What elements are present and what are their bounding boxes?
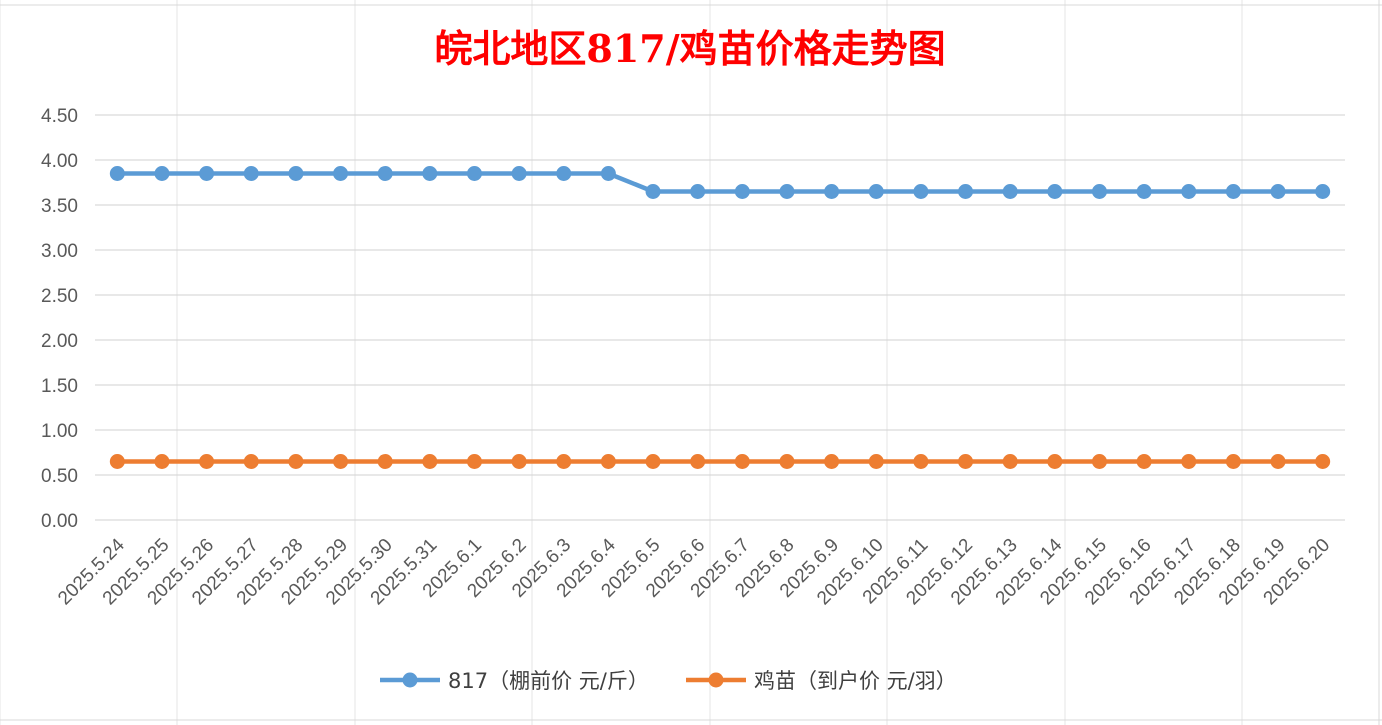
series-1-point xyxy=(243,454,259,469)
series-0-point xyxy=(556,166,572,181)
y-tick-label: 1.50 xyxy=(41,376,78,397)
series-0-point xyxy=(1315,184,1331,199)
series-0-point xyxy=(913,184,929,199)
series-1-point xyxy=(1047,454,1063,469)
y-tick-label: 0.00 xyxy=(41,511,78,532)
y-tick-label: 0.50 xyxy=(41,466,78,487)
series-1-point xyxy=(333,454,349,469)
series-1-point xyxy=(422,454,438,469)
y-tick-label: 1.00 xyxy=(41,421,78,442)
series-0-point xyxy=(1091,184,1107,199)
series-0-point xyxy=(690,184,706,199)
series-1-point xyxy=(199,454,215,469)
series-0-point xyxy=(109,166,125,181)
y-tick-label: 3.00 xyxy=(41,241,78,262)
series-1-point xyxy=(1002,454,1018,469)
series-0-point xyxy=(422,166,438,181)
series-1-point xyxy=(779,454,795,469)
series-0-point xyxy=(958,184,974,199)
series-group xyxy=(109,166,1331,469)
series-1-point xyxy=(511,454,527,469)
series-1-point xyxy=(288,454,304,469)
series-0-point xyxy=(1270,184,1286,199)
series-0-point xyxy=(243,166,259,181)
series-1-point xyxy=(1091,454,1107,469)
series-1-point xyxy=(1270,454,1286,469)
y-axis-ticks: 0.00 0.50 1.00 1.50 2.00 2.50 3.00 3.50 4.00 4.50 xyxy=(41,106,78,532)
series-1-point xyxy=(734,454,750,469)
series-1-point xyxy=(1136,454,1152,469)
series-0-point xyxy=(377,166,393,181)
series-0-point xyxy=(734,184,750,199)
series-0-point xyxy=(333,166,349,181)
series-0-point xyxy=(154,166,170,181)
y-tick-label: 4.50 xyxy=(41,106,78,127)
legend-marker-0 xyxy=(402,672,418,688)
legend: 817（棚前价 元/斤） 鸡苗（到户价 元/羽） xyxy=(380,669,957,693)
x-axis-ticks: 2025.5.242025.5.252025.5.262025.5.272025… xyxy=(54,534,1334,609)
series-0-point xyxy=(1225,184,1241,199)
series-0-point xyxy=(199,166,215,181)
legend-label-0: 817（棚前价 元/斤） xyxy=(448,669,649,693)
y-tick-label: 4.00 xyxy=(41,151,78,172)
series-0-point xyxy=(1181,184,1197,199)
series-1-point xyxy=(377,454,393,469)
series-0-point xyxy=(600,166,616,181)
series-1-point xyxy=(645,454,661,469)
series-0-point xyxy=(466,166,482,181)
y-tick-label: 2.50 xyxy=(41,286,78,307)
series-1-point xyxy=(1315,454,1331,469)
gridlines xyxy=(95,114,1345,521)
series-1-point xyxy=(913,454,929,469)
series-0-point xyxy=(824,184,840,199)
series-1-point xyxy=(154,454,170,469)
series-line-0 xyxy=(117,171,1323,194)
series-1-point xyxy=(556,454,572,469)
series-1-point xyxy=(109,454,125,469)
series-0-point xyxy=(511,166,527,181)
series-0-point xyxy=(1047,184,1063,199)
series-1-point xyxy=(958,454,974,469)
series-0-point xyxy=(645,184,661,199)
y-tick-label: 3.50 xyxy=(41,196,78,217)
series-1-point xyxy=(868,454,884,469)
legend-label-1: 鸡苗（到户价 元/羽） xyxy=(754,669,957,693)
legend-marker-1 xyxy=(708,672,724,688)
y-tick-label: 2.00 xyxy=(41,331,78,352)
series-0-point xyxy=(868,184,884,199)
series-1-point xyxy=(466,454,482,469)
series-0-point xyxy=(779,184,795,199)
series-1-point xyxy=(1181,454,1197,469)
series-1-point xyxy=(824,454,840,469)
chart-title: 皖北地区817/鸡苗价格走势图 xyxy=(434,26,945,71)
series-1-point xyxy=(600,454,616,469)
series-0-point xyxy=(288,166,304,181)
series-1-point xyxy=(690,454,706,469)
series-0-point xyxy=(1136,184,1152,199)
series-1-point xyxy=(1225,454,1241,469)
series-0-point xyxy=(1002,184,1018,199)
